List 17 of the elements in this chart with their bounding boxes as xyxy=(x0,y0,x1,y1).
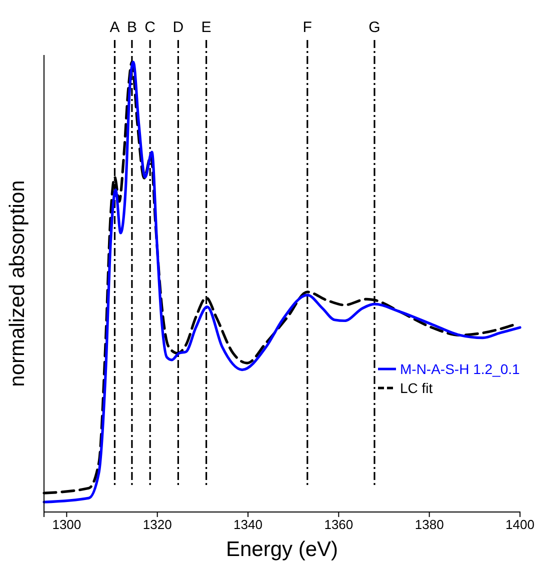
x-tick-label: 1300 xyxy=(52,517,82,532)
legend-label: LC fit xyxy=(400,380,433,396)
x-tick-label: 1320 xyxy=(142,517,172,532)
ref-line-label: B xyxy=(126,19,137,36)
x-axis-title: Energy (eV) xyxy=(226,538,338,561)
ref-line-label: E xyxy=(201,19,212,36)
ref-line-label: G xyxy=(368,19,380,36)
y-axis-title: normalized absorption xyxy=(6,180,29,387)
legend-label: M-N-A-S-H 1.2_0.1 xyxy=(400,361,520,377)
ref-line-label: D xyxy=(172,19,184,36)
x-tick-label: 1340 xyxy=(234,517,262,532)
ref-line-label: C xyxy=(144,19,156,36)
ref-line-label: F xyxy=(302,19,312,36)
ref-line-label: A xyxy=(110,19,120,36)
x-tick-label: 1400 xyxy=(506,517,534,532)
x-tick-label: 1360 xyxy=(324,517,354,532)
x-tick-label: 1380 xyxy=(414,517,444,532)
